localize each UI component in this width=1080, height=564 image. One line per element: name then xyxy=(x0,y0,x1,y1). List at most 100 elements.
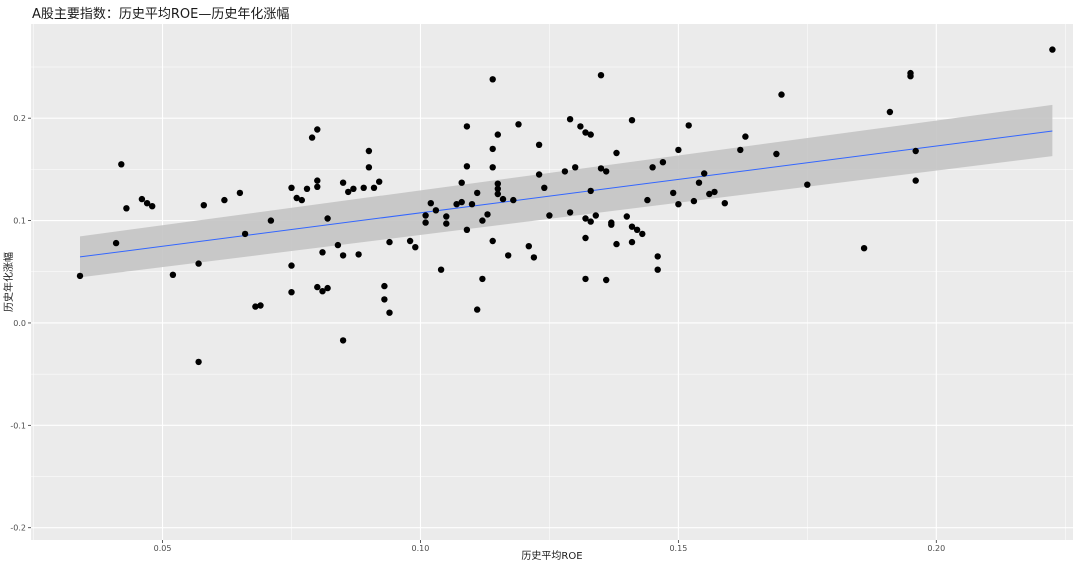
y-tick-label-1: -0.1 xyxy=(10,421,26,430)
data-point-56 xyxy=(443,213,450,220)
y-axis: -0.2 -0.1 0.0 0.1 0.2 xyxy=(10,114,31,533)
data-point-80 xyxy=(515,121,522,128)
data-point-140 xyxy=(1049,46,1056,53)
data-point-48 xyxy=(406,237,414,245)
y-tick-label-2: 0.0 xyxy=(13,319,26,328)
data-point-71 xyxy=(489,145,496,153)
data-point-13 xyxy=(241,230,249,238)
data-point-138 xyxy=(912,147,919,155)
data-point-33 xyxy=(339,337,347,344)
data-point-101 xyxy=(597,72,605,79)
data-point-15 xyxy=(257,302,264,309)
data-point-99 xyxy=(592,212,599,219)
confidence-band-layer xyxy=(80,104,1053,278)
data-point-114 xyxy=(644,196,651,204)
data-point-61 xyxy=(463,123,471,130)
data-point-133 xyxy=(804,181,811,188)
plot-panel xyxy=(31,24,1073,540)
data-point-23 xyxy=(308,134,316,141)
data-point-68 xyxy=(484,211,491,218)
data-point-63 xyxy=(468,201,476,208)
data-point-32 xyxy=(334,241,342,249)
data-point-53 xyxy=(432,207,440,214)
data-point-103 xyxy=(603,276,610,284)
data-point-35 xyxy=(339,179,347,186)
data-point-124 xyxy=(695,179,703,186)
data-point-96 xyxy=(587,218,594,225)
data-point-9 xyxy=(195,358,202,366)
data-point-6 xyxy=(149,203,156,210)
data-point-55 xyxy=(443,220,450,227)
data-point-126 xyxy=(706,190,713,198)
data-point-128 xyxy=(721,200,728,207)
x-tick-label-0: 0.05 xyxy=(154,544,172,553)
data-point-36 xyxy=(345,188,352,196)
data-point-134 xyxy=(860,245,868,252)
data-point-110 xyxy=(628,117,636,124)
data-point-75 xyxy=(494,180,501,187)
data-point-112 xyxy=(633,226,641,233)
data-point-121 xyxy=(675,201,682,208)
data-point-40 xyxy=(365,147,373,155)
data-point-123 xyxy=(690,197,698,205)
grid-minor xyxy=(31,24,1073,540)
data-point-44 xyxy=(381,296,388,303)
chart-title: A股主要指数：历史平均ROE—历史年化涨幅 xyxy=(32,7,290,22)
data-point-58 xyxy=(458,198,465,206)
data-point-92 xyxy=(582,275,589,283)
data-point-73 xyxy=(494,190,501,198)
data-point-74 xyxy=(494,131,501,138)
data-point-78 xyxy=(505,252,512,259)
y-axis-title: 历史年化涨幅 xyxy=(2,252,15,312)
data-point-86 xyxy=(546,212,553,219)
data-point-108 xyxy=(623,213,630,220)
data-point-76 xyxy=(494,185,501,192)
data-point-82 xyxy=(530,254,538,261)
data-point-37 xyxy=(350,185,357,192)
data-point-111 xyxy=(628,238,636,246)
data-point-28 xyxy=(319,288,326,295)
points-layer xyxy=(76,46,1056,366)
data-point-84 xyxy=(535,141,543,148)
data-point-20 xyxy=(293,194,300,202)
data-point-127 xyxy=(711,188,718,196)
data-point-2 xyxy=(118,161,125,168)
data-point-50 xyxy=(422,212,429,219)
data-point-117 xyxy=(654,253,661,260)
data-point-3 xyxy=(123,205,130,212)
data-point-1 xyxy=(112,239,120,247)
data-point-39 xyxy=(360,184,367,191)
data-point-122 xyxy=(685,122,692,129)
trend-line-layer xyxy=(79,130,1053,258)
data-point-19 xyxy=(288,289,295,296)
data-point-135 xyxy=(886,108,894,116)
data-point-89 xyxy=(566,209,574,216)
data-point-90 xyxy=(572,164,579,171)
data-point-46 xyxy=(386,309,393,316)
data-point-94 xyxy=(582,129,589,136)
data-point-102 xyxy=(603,168,610,175)
data-point-139 xyxy=(912,177,919,184)
data-point-116 xyxy=(654,266,661,273)
data-point-132 xyxy=(778,91,785,98)
data-point-131 xyxy=(773,150,780,158)
data-point-119 xyxy=(670,189,677,197)
confidence-band xyxy=(80,104,1053,278)
x-axis: 0.05 0.10 0.15 0.20 xyxy=(154,540,945,553)
data-point-83 xyxy=(535,171,543,178)
data-point-72 xyxy=(489,237,496,245)
data-point-30 xyxy=(324,215,331,222)
data-point-66 xyxy=(479,217,486,224)
data-point-10 xyxy=(200,202,207,209)
data-point-24 xyxy=(314,183,321,190)
data-point-27 xyxy=(314,283,321,291)
data-point-113 xyxy=(639,230,646,238)
data-point-77 xyxy=(499,195,507,203)
data-point-26 xyxy=(314,177,321,184)
data-point-85 xyxy=(541,184,548,191)
data-point-91 xyxy=(577,123,584,130)
x-tick-label-3: 0.20 xyxy=(927,544,945,553)
data-point-52 xyxy=(427,200,434,207)
data-point-11 xyxy=(221,196,228,204)
